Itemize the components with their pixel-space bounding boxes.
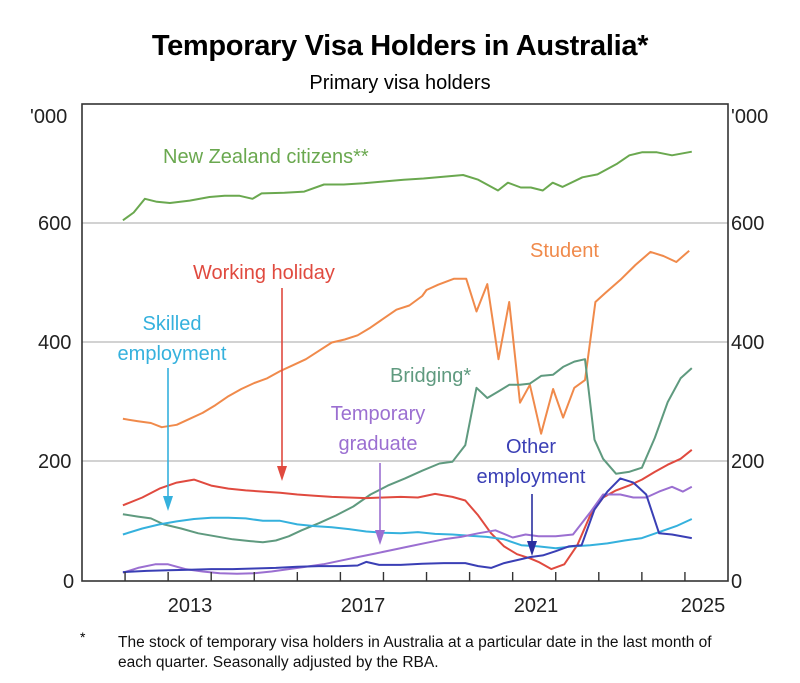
y-tick-200-left: 200 [38,451,71,473]
arrow-temporary-graduate [375,463,385,545]
footnote-text: The stock of temporary visa holders in A… [118,634,712,671]
y-tick-600-right: 600 [731,213,764,235]
annotation-arrows [163,288,537,556]
label-temporary-graduate-line1: Temporary [331,403,425,425]
series-lines [122,150,693,575]
series-student [122,249,690,435]
label-other-employment-line1: Other [506,436,556,458]
x-tick-2025: 2025 [681,595,726,617]
series-new-zealand-citizens [122,150,692,222]
series-temporary-graduate [122,485,693,575]
plot-frame [81,103,729,582]
y-tick-0-left: 0 [63,571,74,593]
series-bridging [122,358,693,544]
series-skilled-employment [122,516,693,550]
label-new-zealand-citizens: New Zealand citizens** [163,146,369,168]
label-skilled-line2: employment [118,343,227,365]
arrow-working-holiday [277,288,287,481]
footnote-marker: * [80,629,86,645]
chart-subtitle: Primary visa holders [309,72,491,94]
arrow-other-employment [527,494,537,556]
series-working-holiday [122,449,693,571]
series-other-employment [122,477,692,574]
y-tick-400-left: 400 [38,332,71,354]
gridlines [82,222,728,462]
label-other-employment-line2: employment [477,466,586,488]
arrow-skilled-employment [163,368,173,511]
label-student: Student [530,240,599,262]
y-tick-400-right: 400 [731,332,764,354]
label-bridging: Bridging* [390,365,471,387]
y-tick-600-left: 600 [38,213,71,235]
y-tick-200-right: 200 [731,451,764,473]
label-working-holiday: Working holiday [193,262,335,284]
label-temporary-graduate-line2: graduate [339,433,418,455]
y-tick-0-right: 0 [731,571,742,593]
x-tick-2021: 2021 [514,595,559,617]
x-tick-2017: 2017 [341,595,386,617]
chart-title: Temporary Visa Holders in Australia* [151,30,649,62]
x-tick-2013: 2013 [168,595,213,617]
label-skilled-line1: Skilled [143,313,202,335]
y-unit-right: '000 [731,106,768,128]
y-unit-left: '000 [30,106,67,128]
x-axis-ticks [124,572,686,581]
